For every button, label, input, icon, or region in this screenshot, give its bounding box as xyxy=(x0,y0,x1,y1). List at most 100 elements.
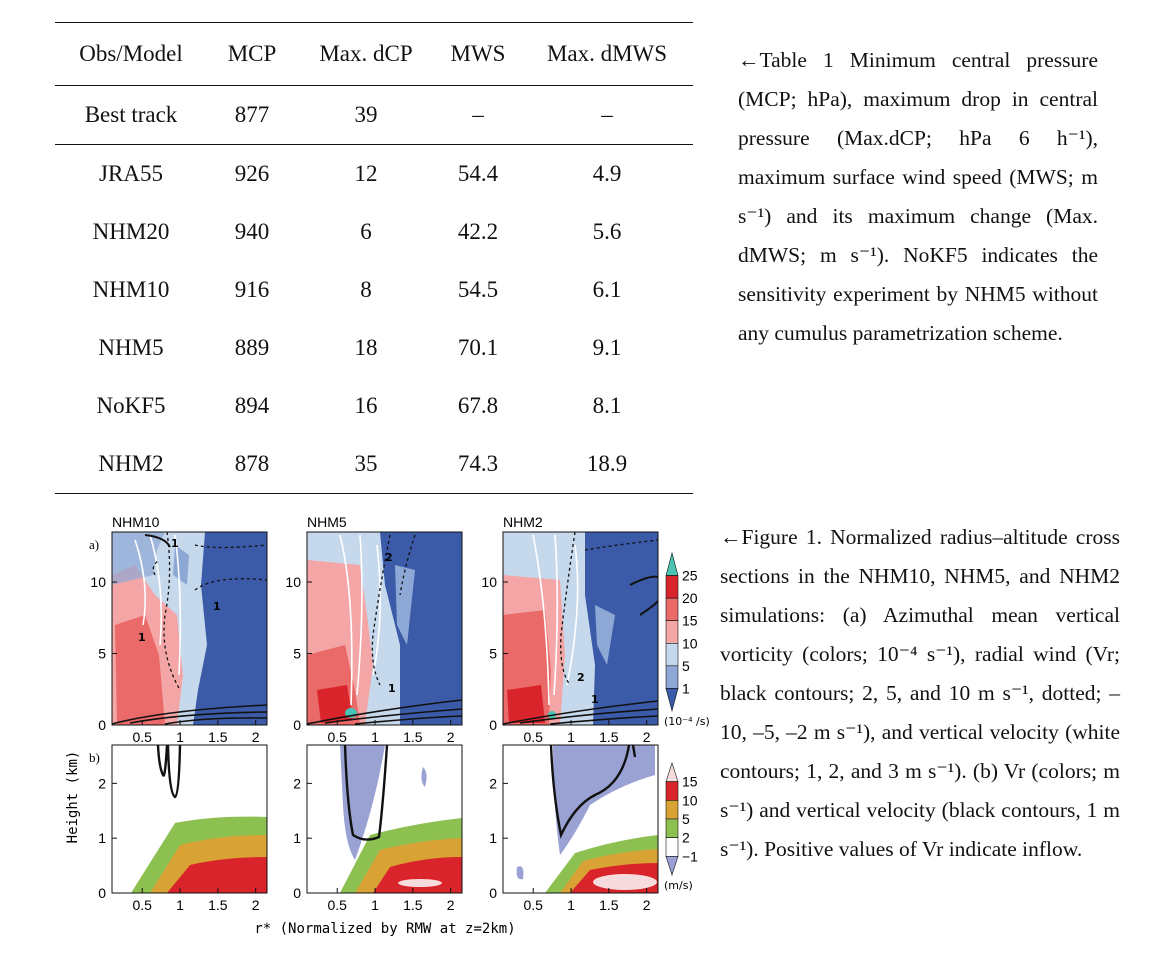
table-cell: 894 xyxy=(234,393,270,418)
x-tick-label: 2 xyxy=(447,897,455,913)
x-tick-label: 1.5 xyxy=(403,897,423,913)
x-tick-label: 2 xyxy=(252,897,260,913)
frame-a3 xyxy=(502,531,659,726)
contour-label: 1 xyxy=(171,537,179,550)
contour-label: 2 xyxy=(577,671,585,684)
x-tick-label: 0.5 xyxy=(328,897,348,913)
y-tick-label: 2 xyxy=(98,775,106,791)
x-tick-label: 1.5 xyxy=(403,729,423,745)
col-header-mcp: MCP xyxy=(227,41,277,66)
colorbar-radial-wind: 15 10 5 2 −1 (m/s) xyxy=(664,762,698,892)
table-cell: 67.8 xyxy=(457,393,499,418)
vorticity-panel-nhm2 xyxy=(503,532,658,725)
table-cell: 54.4 xyxy=(457,161,499,186)
colorbar-tick-label: 1 xyxy=(682,680,690,696)
table-cell: 6 xyxy=(360,219,372,244)
table-cell: – xyxy=(601,102,613,127)
colorbar-swatch xyxy=(665,551,679,576)
table-row: NHM20 940 6 42.2 5.6 xyxy=(55,203,693,261)
colorbar-vorticity: 25 20 15 10 5 1 (10⁻⁴ /s) xyxy=(664,551,710,728)
y-tick-label: 5 xyxy=(98,646,106,662)
table-cell: 940 xyxy=(234,219,270,244)
x-tick-label: 0.5 xyxy=(524,897,544,913)
colorbar-swatch xyxy=(665,665,679,689)
radial-wind-panel-nhm10 xyxy=(112,745,267,893)
colorbar-swatch xyxy=(665,781,679,801)
table-header-row: Obs/Model MCP Max. dCP MWS Max. dMWS xyxy=(55,22,693,86)
vorticity-panel-nhm10 xyxy=(112,532,267,725)
table-cell: Best track xyxy=(84,102,178,127)
table-cell: 878 xyxy=(234,451,270,476)
table-row: JRA55 926 12 54.4 4.9 xyxy=(55,145,693,204)
y-tick-label: 0 xyxy=(293,717,301,733)
table-caption: ←Table 1 Minimum central pressure (MCP; … xyxy=(738,48,1098,345)
table-cell: NHM5 xyxy=(98,335,164,360)
table-cell: 35 xyxy=(354,451,378,476)
frame-b2 xyxy=(306,744,463,894)
panel-title-nhm10: NHM10 xyxy=(112,514,160,530)
table-cell: 4.9 xyxy=(592,161,622,186)
colorbar-swatch xyxy=(665,575,679,599)
table-cell: 5.6 xyxy=(592,219,622,244)
x-tick-label: 2 xyxy=(643,729,651,745)
colorbar-swatch xyxy=(665,688,679,713)
colorbar-swatch xyxy=(665,620,679,644)
colorbar-tick-label: 10 xyxy=(682,635,698,651)
frame-b3 xyxy=(502,744,659,894)
y-tick-label: 0 xyxy=(98,717,106,733)
contour-label: 1 xyxy=(213,600,221,613)
col-header-max-dmws: Max. dMWS xyxy=(546,41,668,66)
colorbar-swatch xyxy=(665,818,679,838)
colorbar-tick-label: 20 xyxy=(682,590,698,606)
colorbar-unit: (m/s) xyxy=(664,879,693,892)
x-tick-label: 1.5 xyxy=(208,729,228,745)
x-tick-label: 2 xyxy=(643,897,651,913)
colorbar-tick-label: 10 xyxy=(682,792,698,808)
colorbar-tick-label: 5 xyxy=(682,658,690,674)
colorbar-tick-label: 5 xyxy=(682,811,690,827)
table-cell: 9.1 xyxy=(592,335,622,360)
table-cell: 8 xyxy=(360,277,372,302)
table-cell: 926 xyxy=(234,161,270,186)
y-tick-label: 0 xyxy=(293,885,301,901)
table-cell: NHM2 xyxy=(98,451,164,476)
x-tick-label: 2 xyxy=(252,729,260,745)
frame-b1 xyxy=(111,744,268,894)
contour-label: 1 xyxy=(138,631,146,644)
x-tick-label: 1.5 xyxy=(208,897,228,913)
panel-title-nhm2: NHM2 xyxy=(503,514,543,530)
table-row: Best track 877 39 – – xyxy=(55,86,693,145)
table-row: NHM10 916 8 54.5 6.1 xyxy=(55,261,693,319)
x-axis-label: r* (Normalized by RMW at z=2km) xyxy=(254,921,515,937)
figure-svg: NHM10 NHM5 NHM2 a) b) xyxy=(65,514,710,937)
table-cell: 889 xyxy=(234,335,270,360)
table-cell: 18 xyxy=(354,335,378,360)
table-cell: 39 xyxy=(354,102,378,127)
y-tick-label: 10 xyxy=(285,574,301,590)
colorbar-tick-label: −1 xyxy=(682,848,698,864)
y-tick-label: 0 xyxy=(489,717,497,733)
colorbar-unit: (10⁻⁴ /s) xyxy=(664,715,710,728)
table-cell: 74.3 xyxy=(457,451,499,476)
colorbar-tick-label: 25 xyxy=(682,568,698,584)
y-tick-label: 1 xyxy=(98,830,106,846)
table-cell: NHM10 xyxy=(92,277,170,302)
x-tick-label: 1 xyxy=(176,729,184,745)
table-cell: 16 xyxy=(354,393,378,418)
x-tick-label: 2 xyxy=(447,729,455,745)
table-cell: 6.1 xyxy=(592,277,622,302)
colorbar-swatch xyxy=(665,642,679,667)
colorbar-tick-label: 15 xyxy=(682,613,698,629)
table-cell: – xyxy=(472,102,484,127)
colorbar-swatch xyxy=(665,800,679,820)
y-tick-label: 5 xyxy=(293,646,301,662)
panel-a-label: a) xyxy=(89,537,99,552)
y-tick-label: 5 xyxy=(489,646,497,662)
table-cell: JRA55 xyxy=(99,161,163,186)
col-header-mws: MWS xyxy=(450,41,506,66)
y-tick-label: 10 xyxy=(90,574,106,590)
radial-wind-panel-nhm5 xyxy=(307,745,462,893)
frame-a2 xyxy=(306,531,463,726)
colorbar-layer: 25 20 15 10 5 1 (10⁻⁴ /s) 15 10 5 2 −1 (m/s) xyxy=(664,551,710,892)
